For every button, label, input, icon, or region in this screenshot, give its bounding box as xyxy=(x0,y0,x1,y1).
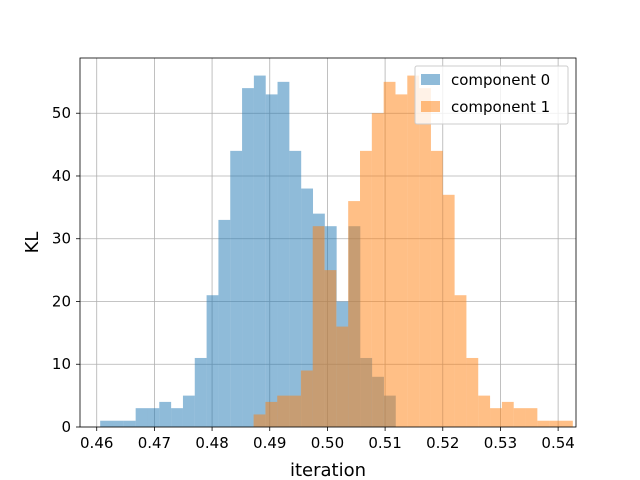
x-tick-label: 0.50 xyxy=(311,434,344,452)
histogram-bar xyxy=(277,395,290,427)
histogram-bar xyxy=(360,150,372,427)
histogram-bar xyxy=(253,414,266,427)
legend-label-component-0: component 0 xyxy=(451,71,550,89)
histogram-bar xyxy=(549,420,562,427)
x-tick-label: 0.49 xyxy=(253,434,286,452)
histogram-bar xyxy=(218,219,231,427)
histogram-bar xyxy=(289,150,302,427)
x-tick-label: 0.54 xyxy=(541,434,574,452)
histogram-bar xyxy=(419,88,431,428)
histogram-bar xyxy=(525,408,538,427)
histogram-bar xyxy=(253,75,266,428)
histogram-bar xyxy=(147,408,160,427)
axis-ticks: 0.46 0.47 0.48 0.49 0.50 0.51 0.52 0.53 0.54 0 10 2… xyxy=(52,104,575,452)
histogram-bar xyxy=(300,370,313,427)
legend-label-component-1: component 1 xyxy=(451,98,550,116)
histogram-bar xyxy=(100,420,113,427)
x-tick-label: 0.46 xyxy=(80,434,113,452)
histogram-bar xyxy=(289,395,301,427)
histogram-bar xyxy=(171,408,183,427)
x-tick-label: 0.53 xyxy=(484,434,517,452)
histogram-bar xyxy=(466,357,479,427)
bars xyxy=(100,75,573,428)
histogram-bar xyxy=(336,326,349,427)
histogram-bar xyxy=(537,420,550,427)
histogram-bar xyxy=(301,188,314,427)
y-tick-label: 40 xyxy=(52,167,71,185)
y-axis-label: KL xyxy=(22,232,43,254)
histogram-bar xyxy=(442,194,455,427)
series-1-bars xyxy=(253,75,573,428)
histogram-bar xyxy=(265,94,278,428)
plot-area-frame xyxy=(79,57,577,428)
histogram-bar xyxy=(383,81,396,428)
histogram-bar xyxy=(501,401,514,427)
histogram-bar xyxy=(478,395,491,427)
histogram-bar xyxy=(265,401,278,427)
histogram-bar xyxy=(312,226,325,427)
histogram-bar xyxy=(561,420,573,427)
histogram-bar xyxy=(242,88,254,428)
histogram-bar xyxy=(324,270,337,427)
y-tick-label: 50 xyxy=(52,104,71,122)
histogram-bar xyxy=(395,94,408,428)
legend-swatch-component-0 xyxy=(421,74,440,85)
legend: component 0 component 1 xyxy=(414,65,569,125)
y-tick-label: 30 xyxy=(52,230,71,248)
histogram-bar xyxy=(206,295,219,427)
histogram-bar xyxy=(230,150,243,427)
x-tick-label: 0.52 xyxy=(426,434,459,452)
legend-swatch-component-1 xyxy=(421,101,440,112)
legend-box xyxy=(414,65,569,125)
x-tick-label: 0.51 xyxy=(368,434,401,452)
histogram-bar xyxy=(371,113,384,427)
x-tick-label: 0.47 xyxy=(138,434,171,452)
histogram-bar xyxy=(194,357,207,427)
histogram-bar xyxy=(490,408,502,427)
histogram-bar xyxy=(454,295,467,427)
y-tick-label: 10 xyxy=(52,355,71,373)
histogram-bar xyxy=(407,75,420,428)
histogram-bar xyxy=(430,150,443,427)
histogram-bar xyxy=(112,420,124,427)
x-axis-label: iteration xyxy=(290,460,366,480)
y-tick-label: 0 xyxy=(61,418,71,436)
histogram-bar xyxy=(277,81,290,428)
x-tick-label: 0.48 xyxy=(195,434,228,452)
histogram-bar xyxy=(123,420,136,427)
histogram-bar xyxy=(513,408,526,427)
histogram-bar xyxy=(182,395,195,427)
histogram-bar xyxy=(159,401,172,427)
y-tick-label: 20 xyxy=(52,292,71,310)
histogram-bar xyxy=(348,201,361,427)
histogram-bar xyxy=(135,408,148,427)
